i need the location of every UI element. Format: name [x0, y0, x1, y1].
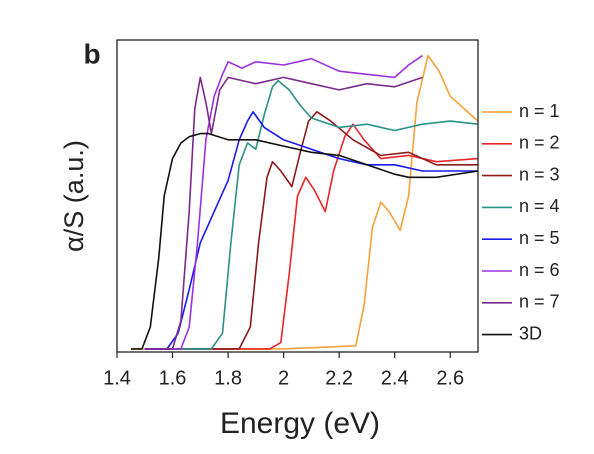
series-line	[144, 111, 478, 350]
x-tick-label: 2.2	[325, 367, 353, 389]
series-line	[130, 54, 479, 350]
x-tick-label: 2.4	[381, 367, 409, 389]
legend-label: n = 3	[519, 164, 560, 184]
x-tick-label: 1.8	[214, 367, 242, 389]
legend-label: n = 6	[519, 260, 560, 280]
x-tick-label: 2.6	[436, 367, 464, 389]
legend-label: 3D	[519, 323, 542, 343]
plot-frame	[116, 39, 479, 353]
legend-label: n = 5	[519, 228, 560, 248]
series-line	[144, 76, 423, 350]
series-line	[144, 79, 479, 350]
legend-label: n = 1	[519, 101, 560, 121]
legend-label: n = 4	[519, 196, 560, 216]
x-tick-label: 2	[278, 367, 289, 389]
x-tick-label: 1.6	[159, 367, 187, 389]
x-axis-label: Energy (eV)	[220, 407, 380, 440]
x-tick-label: 1.4	[103, 367, 131, 389]
series-line	[144, 123, 479, 350]
panel-label: b	[83, 38, 100, 69]
series-line	[144, 54, 423, 350]
series-line	[130, 132, 479, 350]
series-line	[144, 111, 478, 350]
y-axis-label: α/S (a.u.)	[59, 140, 89, 252]
legend-label: n = 2	[519, 133, 560, 153]
legend-label: n = 7	[519, 292, 560, 312]
